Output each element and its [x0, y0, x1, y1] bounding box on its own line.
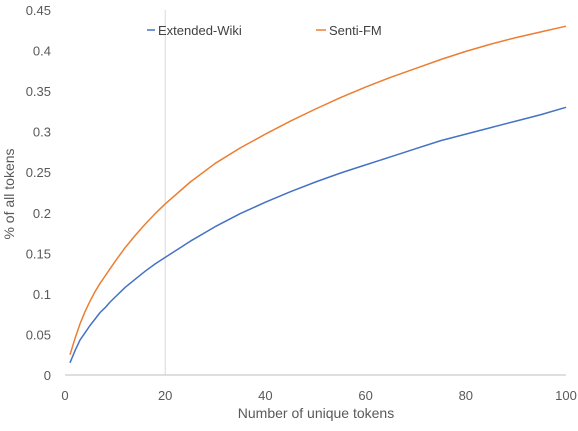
x-tick-label: 80	[459, 388, 473, 403]
y-tick-label: 0.35	[26, 84, 51, 99]
y-axis-label: % of all tokens	[1, 148, 17, 239]
series-line-senti-fm	[69, 25, 567, 355]
y-tick-label: 0.45	[26, 3, 51, 18]
x-tick-label: 40	[258, 388, 272, 403]
series-lines	[69, 25, 567, 364]
x-axis-label: Number of unique tokens	[238, 405, 394, 421]
y-tick-label: 0.4	[33, 44, 51, 59]
y-tick-label: 0.3	[33, 125, 51, 140]
y-tick-label: 0.1	[33, 287, 51, 302]
x-tick-label: 60	[358, 388, 372, 403]
legend-label-senti-fm: Senti-FM	[329, 23, 382, 38]
legend: Extended-Wiki Senti-FM	[147, 23, 382, 38]
x-tick-label: 100	[555, 388, 577, 403]
series-line-extended-wiki	[69, 106, 567, 364]
y-axis-ticks: 0 0.05 0.1 0.15 0.2 0.25 0.3 0.35 0.4 0.45	[26, 3, 51, 383]
y-tick-label: 0.05	[26, 327, 51, 342]
x-axis-ticks: 0 20 40 60 80 100	[61, 388, 576, 403]
y-tick-label: 0.25	[26, 165, 51, 180]
x-tick-label: 20	[158, 388, 172, 403]
y-tick-label: 0.15	[26, 246, 51, 261]
y-tick-label: 0	[44, 368, 51, 383]
legend-label-extended-wiki: Extended-Wiki	[158, 23, 242, 38]
y-tick-label: 0.2	[33, 206, 51, 221]
x-tick-label: 0	[61, 388, 68, 403]
